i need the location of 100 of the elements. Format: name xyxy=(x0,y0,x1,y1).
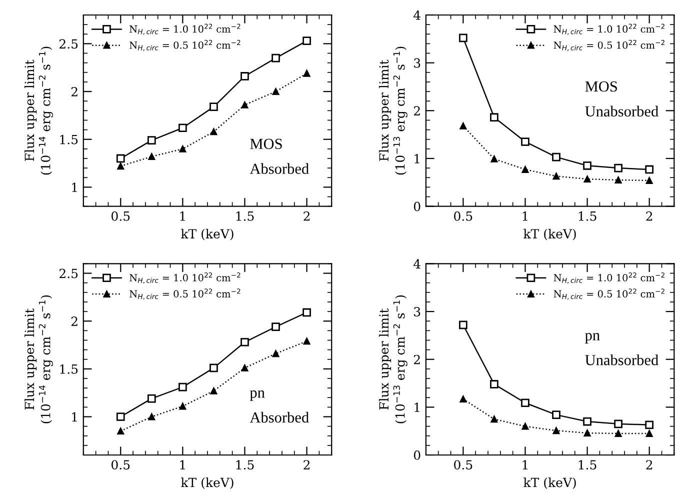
point xyxy=(552,172,560,180)
point xyxy=(210,364,218,372)
point xyxy=(178,382,187,392)
point xyxy=(645,420,654,430)
point xyxy=(490,416,498,423)
y-tick-label: 1.5 xyxy=(60,364,78,374)
point xyxy=(116,412,125,421)
y-tick-label: 2.5 xyxy=(60,268,78,278)
point xyxy=(552,152,560,162)
annotation: pn xyxy=(585,333,600,344)
point xyxy=(147,136,156,144)
x-tick-label: 1 xyxy=(180,211,185,221)
point xyxy=(272,88,280,95)
y-tick-label: 1 xyxy=(414,402,420,412)
point xyxy=(240,72,249,80)
annotation: Unabsorbed xyxy=(585,106,658,117)
point xyxy=(521,138,530,146)
point xyxy=(460,396,467,403)
point xyxy=(614,420,622,428)
y-tick-label: 1 xyxy=(414,154,420,164)
point xyxy=(272,350,280,358)
x-tick-label: 1.5 xyxy=(236,211,254,221)
point xyxy=(179,145,186,152)
point xyxy=(241,364,248,372)
point xyxy=(646,177,653,184)
x-tick-label: 2 xyxy=(304,211,310,221)
x-axis-title: kT (keV) xyxy=(524,478,576,489)
point xyxy=(490,155,498,162)
x-tick-label: 1.5 xyxy=(578,460,596,470)
point xyxy=(303,338,310,345)
legend-label: N$_{H,circ}$ = 1.0 10$^{22}$ cm$^{−2}$ xyxy=(130,272,240,284)
point xyxy=(614,176,622,184)
x-axis-title: kT (keV) xyxy=(181,228,234,240)
x-tick-label: 0.5 xyxy=(112,211,130,221)
point xyxy=(646,430,653,437)
annotation: pn xyxy=(250,390,265,401)
point xyxy=(303,70,310,77)
point xyxy=(645,165,654,174)
point xyxy=(584,176,591,183)
x-tick-label: 1 xyxy=(522,211,528,221)
point xyxy=(552,427,560,434)
point xyxy=(117,162,124,170)
point xyxy=(148,153,156,160)
x-tick-label: 1 xyxy=(522,460,528,470)
point xyxy=(552,410,560,419)
y-tick-label: 2 xyxy=(414,106,420,116)
point xyxy=(521,398,530,408)
point xyxy=(147,394,156,403)
point xyxy=(302,36,311,45)
y-tick-label: 0 xyxy=(414,450,420,460)
x-axis-title: kT (keV) xyxy=(181,478,234,489)
point xyxy=(614,430,622,437)
x-tick-label: 2 xyxy=(646,211,652,221)
y-axis-title: Flux upper limit (10$^{−13}$ erg cm$^{−2}$ s$^{−1}$) xyxy=(378,295,408,424)
y-tick-label: 3 xyxy=(414,58,420,68)
x-tick-label: 0.5 xyxy=(454,211,472,221)
x-tick-label: 1.5 xyxy=(578,211,596,221)
y-tick-label: 2 xyxy=(71,86,78,96)
point xyxy=(522,166,529,173)
point xyxy=(614,164,622,172)
legend-label: N$_{H,circ}$ = 1.0 10$^{22}$ cm$^{−2}$ xyxy=(130,24,240,35)
point xyxy=(459,34,468,42)
point xyxy=(179,402,186,410)
y-tick-label: 4 xyxy=(414,10,420,20)
point xyxy=(148,413,156,420)
point xyxy=(241,101,248,108)
y-tick-label: 3 xyxy=(414,306,420,316)
annotation: MOS xyxy=(585,81,617,92)
point xyxy=(240,338,249,346)
x-tick-label: 1.5 xyxy=(236,460,254,470)
y-tick-label: 2 xyxy=(71,316,78,326)
annotation: Absorbed xyxy=(250,163,309,174)
point xyxy=(117,428,124,435)
y-axis-title: Flux upper limit (10$^{−14}$ erg cm$^{−2}$ s$^{−1}$) xyxy=(24,46,53,175)
legend-label: N$_{H,circ}$ = 1.0 10$^{22}$ cm$^{−2}$ xyxy=(554,24,664,35)
y-axis-title: Flux upper limit (10$^{−13}$ erg cm$^{−2}$ s$^{−1}$) xyxy=(378,46,408,175)
x-tick-label: 2 xyxy=(304,460,310,470)
point xyxy=(210,128,218,136)
annotation: Absorbed xyxy=(250,412,309,423)
point xyxy=(490,380,498,388)
point xyxy=(272,54,280,62)
y-tick-label: 1 xyxy=(72,182,77,192)
y-tick-label: 4 xyxy=(414,259,420,268)
x-tick-label: 0.5 xyxy=(112,460,130,470)
point xyxy=(116,154,125,163)
y-tick-label: 1.5 xyxy=(60,134,78,144)
x-tick-label: 2 xyxy=(646,460,652,470)
point xyxy=(302,308,311,317)
point xyxy=(584,430,591,436)
point xyxy=(272,322,280,331)
point xyxy=(459,320,468,330)
annotation: Unabsorbed xyxy=(585,354,658,366)
legend-label: N$_{H,circ}$ = 1.0 10$^{22}$ cm$^{−2}$ xyxy=(554,272,664,284)
legend-label: N$_{H,circ}$ = 0.5 10$^{22}$ cm$^{−2}$ xyxy=(554,40,664,52)
point xyxy=(522,422,529,430)
legend-label: N$_{H,circ}$ = 0.5 10$^{22}$ cm$^{−2}$ xyxy=(130,40,240,52)
point xyxy=(583,417,592,426)
y-tick-label: 2 xyxy=(414,354,420,364)
x-tick-label: 0.5 xyxy=(454,460,472,470)
legend-label: N$_{H,circ}$ = 0.5 10$^{22}$ cm$^{−2}$ xyxy=(130,288,240,300)
